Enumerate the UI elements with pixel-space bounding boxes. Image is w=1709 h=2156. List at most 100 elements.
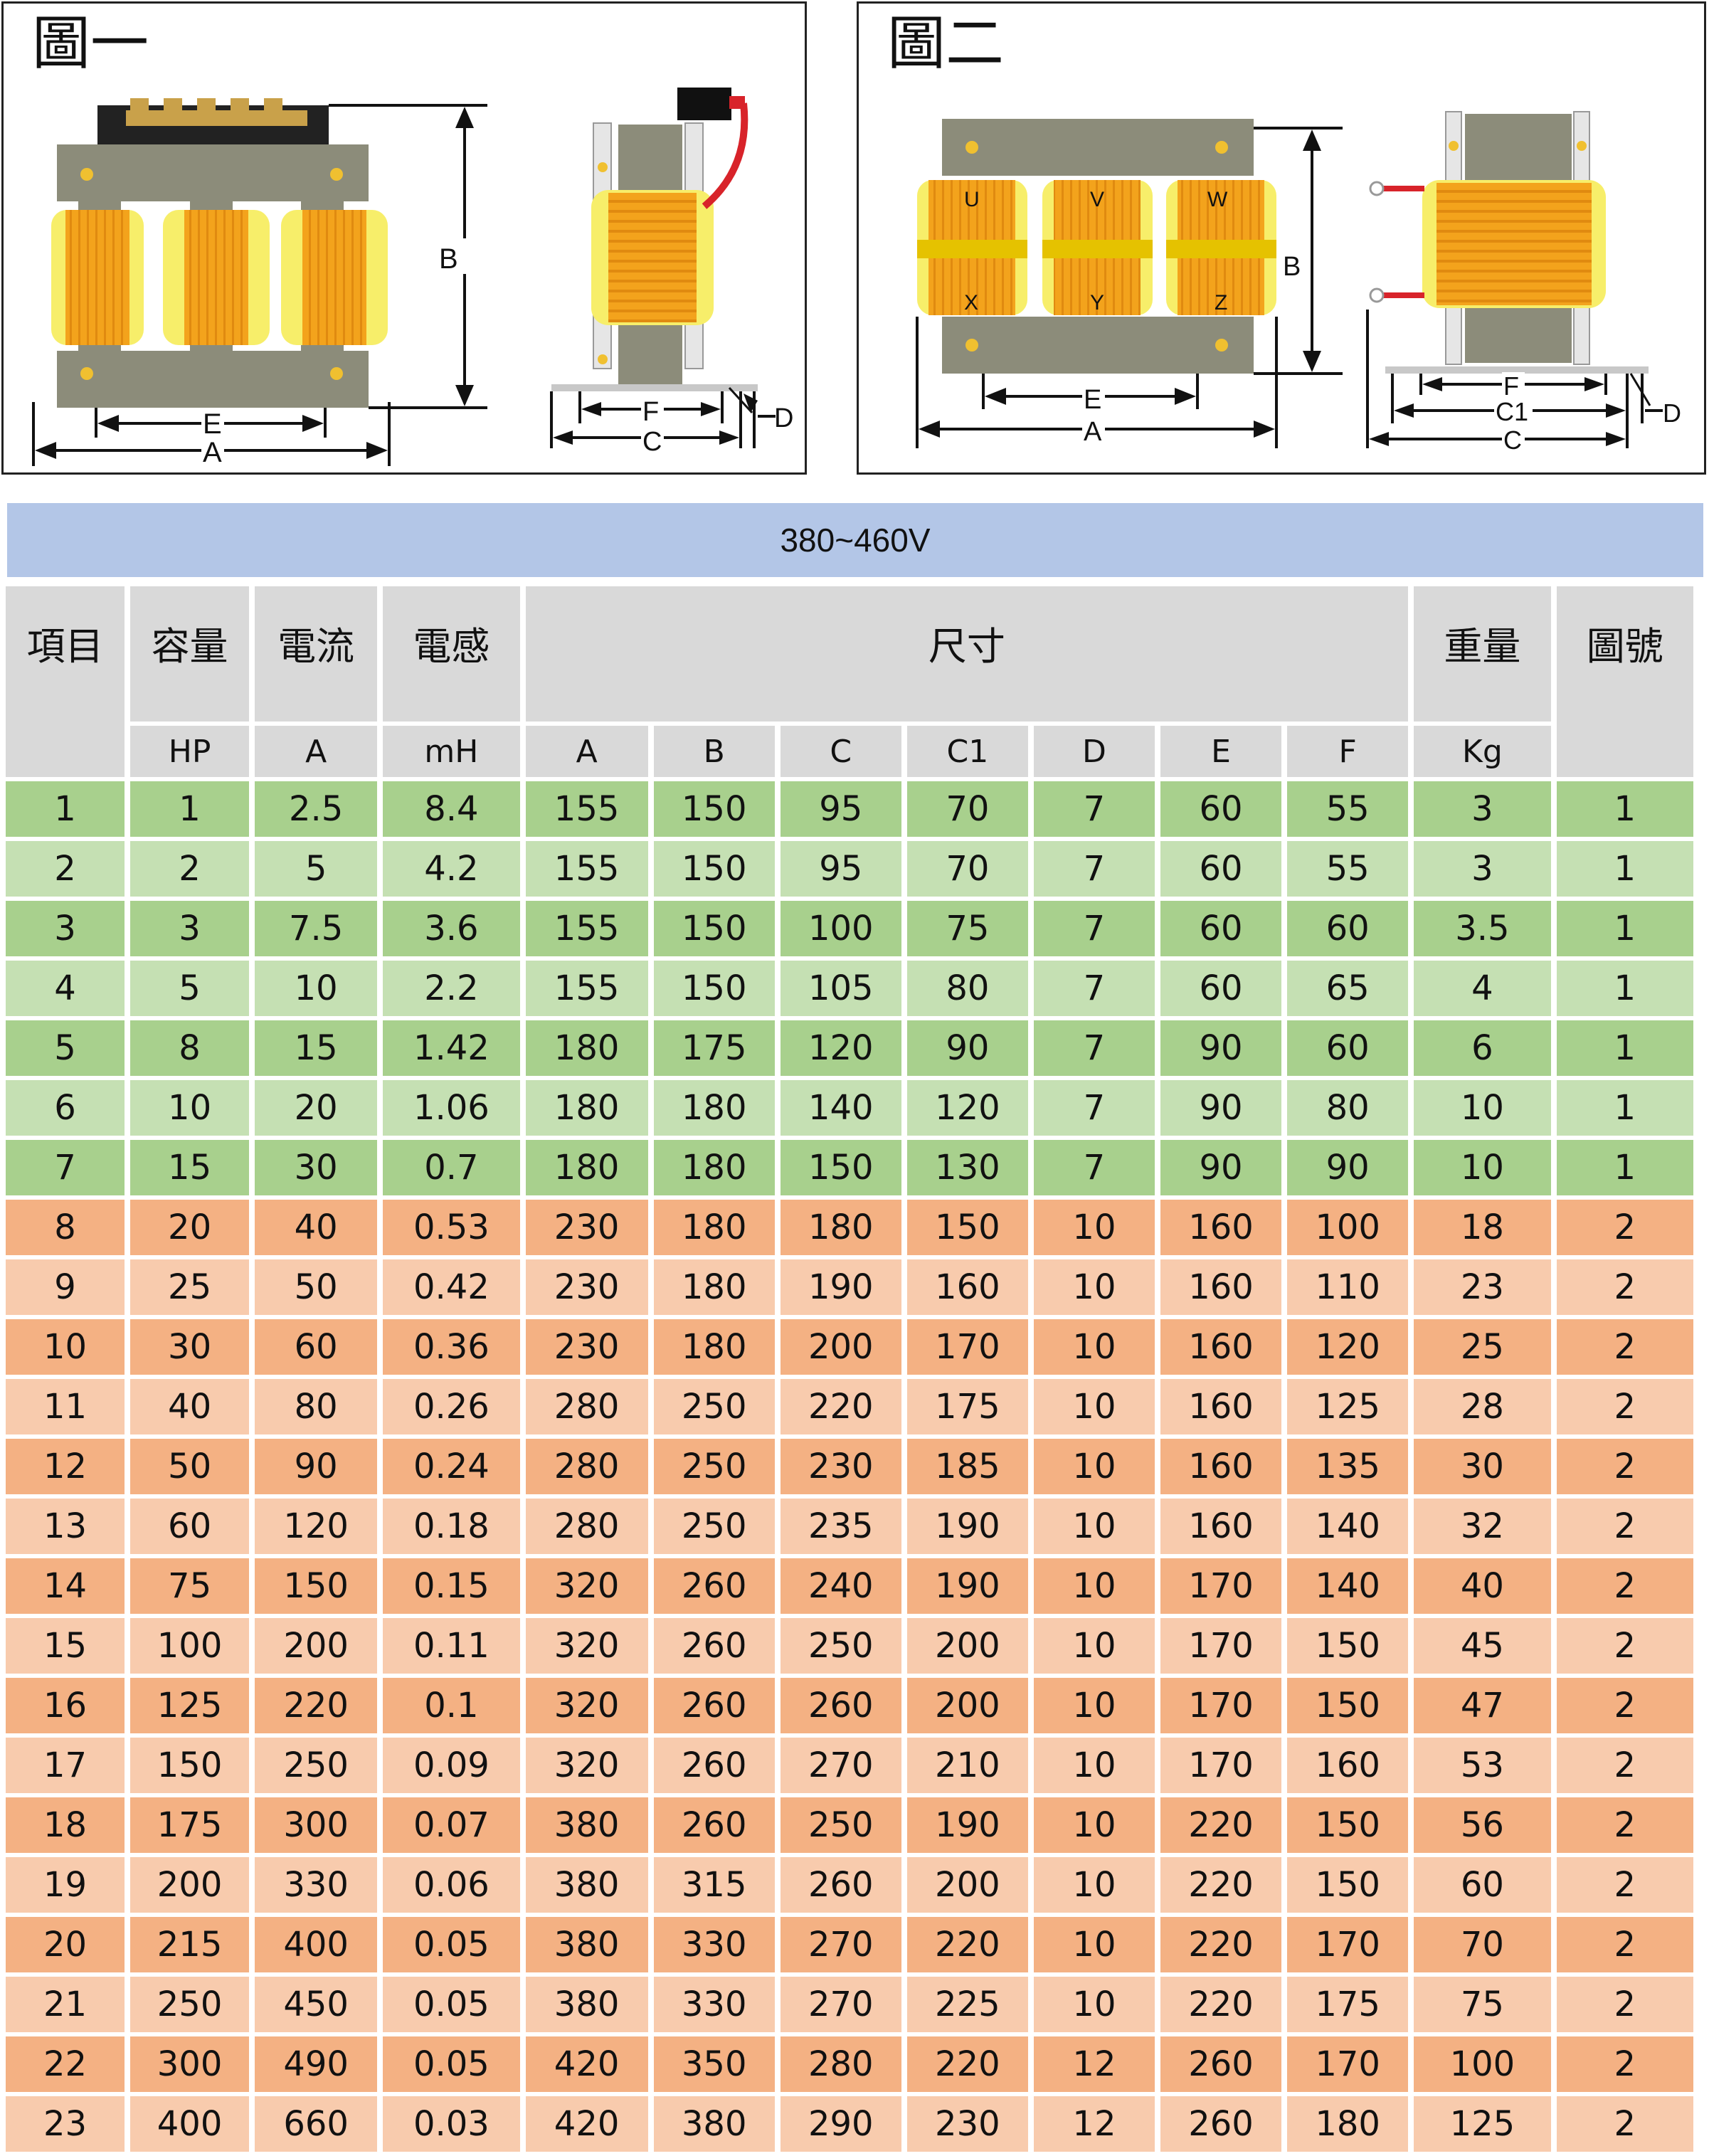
table-cell: 2 (1556, 1319, 1693, 1375)
table-cell: 105 (780, 961, 901, 1016)
table-cell: 170 (1287, 2036, 1409, 2092)
table-cell: 230 (780, 1439, 901, 1494)
table-cell: 320 (525, 1678, 648, 1733)
table-cell: 290 (780, 2096, 901, 2152)
table-cell: 280 (525, 1499, 648, 1554)
coil-label-y: Y (1090, 291, 1104, 315)
table-cell: 7 (6, 1140, 125, 1195)
table-cell: 10 (1033, 1917, 1155, 1972)
table-cell: 420 (525, 2036, 648, 2092)
table-cell: 0.1 (383, 1678, 520, 1733)
table-cell: 220 (1160, 1917, 1282, 1972)
table-cell: 150 (906, 1200, 1028, 1255)
table-cell: 180 (1287, 2096, 1409, 2152)
table-cell: 11 (6, 1379, 125, 1434)
table-cell: 7 (1033, 961, 1155, 1016)
table-cell: 3 (6, 901, 125, 956)
table-cell: 8.4 (383, 781, 520, 837)
table-cell: 10 (1033, 1439, 1155, 1494)
table-cell: 70 (906, 781, 1028, 837)
table-cell: 7 (1033, 1020, 1155, 1076)
table-row: 3 3 7.5 3.6 155 150 100 75 7 60 60 3.5 1 (6, 901, 1693, 956)
table-cell: 250 (255, 1738, 378, 1793)
table-cell: 1 (1556, 901, 1693, 956)
header-unit-a: A (255, 726, 378, 777)
table-cell: 220 (1160, 1797, 1282, 1853)
table-cell: 170 (1160, 1738, 1282, 1793)
table-cell: 80 (906, 961, 1028, 1016)
table-cell: 4 (6, 961, 125, 1016)
table-cell: 300 (130, 2036, 250, 2092)
figure-1-drawing: B E A (32, 88, 793, 468)
table-cell: 150 (780, 1140, 901, 1195)
table-cell: 1 (1556, 1140, 1693, 1195)
table-cell: 7 (1033, 1140, 1155, 1195)
table-cell: 300 (255, 1797, 378, 1853)
header-dim-c1: C1 (906, 726, 1028, 777)
table-row: 6 10 20 1.06 180 180 140 120 7 90 80 10 1 (6, 1080, 1693, 1136)
table-row: 16 125 220 0.1 320 260 260 200 10 170 150 47 2 (6, 1678, 1693, 1733)
table-cell: 270 (780, 1738, 901, 1793)
table-cell: 10 (1033, 1319, 1155, 1375)
table-cell: 13 (6, 1499, 125, 1554)
table-cell: 10 (1033, 1558, 1155, 1614)
table-cell: 7.5 (255, 901, 378, 956)
table-cell: 1 (1556, 1080, 1693, 1136)
table-cell: 55 (1287, 841, 1409, 897)
header-unit-kg: Kg (1414, 726, 1551, 777)
table-cell: 10 (1033, 1200, 1155, 1255)
table-cell: 100 (1414, 2036, 1551, 2092)
table-cell: 160 (1160, 1319, 1282, 1375)
header-dim-a: A (525, 726, 648, 777)
table-cell: 2 (1556, 1917, 1693, 1972)
terminal-block (97, 98, 329, 144)
table-cell: 5 (6, 1020, 125, 1076)
table-cell: 0.36 (383, 1319, 520, 1375)
table-cell: 5 (130, 961, 250, 1016)
table-row: 15 100 200 0.11 320 260 250 200 10 170 150 45 2 (6, 1618, 1693, 1674)
table-cell: 140 (1287, 1558, 1409, 1614)
table-cell: 260 (653, 1618, 775, 1674)
table-row: 2 2 5 4.2 155 150 95 70 7 60 55 3 1 (6, 841, 1693, 897)
table-cell: 50 (130, 1439, 250, 1494)
table-cell: 90 (1160, 1140, 1282, 1195)
table-cell: 190 (906, 1499, 1028, 1554)
table-cell: 1 (1556, 781, 1693, 837)
header-dim-e: E (1160, 726, 1282, 777)
table-cell: 32 (1414, 1499, 1551, 1554)
table-cell: 65 (1287, 961, 1409, 1016)
table-cell: 75 (130, 1558, 250, 1614)
fig2-dim-label-c1: C1 (1496, 397, 1528, 426)
table-row: 4 5 10 2.2 155 150 105 80 7 60 65 4 1 (6, 961, 1693, 1016)
table-cell: 190 (906, 1558, 1028, 1614)
table-cell: 155 (525, 781, 648, 837)
table-cell: 2 (1556, 2096, 1693, 2152)
table-cell: 175 (906, 1379, 1028, 1434)
table-cell: 30 (130, 1319, 250, 1375)
coil-label-w: W (1207, 188, 1228, 211)
table-cell: 2 (1556, 2036, 1693, 2092)
table-row: 8 20 40 0.53 230 180 180 150 10 160 100 18 2 (6, 1200, 1693, 1255)
table-cell: 420 (525, 2096, 648, 2152)
table-cell: 380 (525, 1857, 648, 1913)
table-cell: 2 (1556, 1797, 1693, 1853)
table-cell: 30 (255, 1140, 378, 1195)
table-cell: 9 (6, 1259, 125, 1315)
table-cell: 10 (1033, 1678, 1155, 1733)
table-cell: 56 (1414, 1797, 1551, 1853)
table-cell: 100 (780, 901, 901, 956)
table-cell: 125 (130, 1678, 250, 1733)
table-row: 17 150 250 0.09 320 260 270 210 10 170 160 53 2 (6, 1738, 1693, 1793)
table-cell: 350 (653, 2036, 775, 2092)
table-cell: 12 (1033, 2036, 1155, 2092)
table-cell: 230 (525, 1200, 648, 1255)
table-cell: 28 (1414, 1379, 1551, 1434)
coil-label-z: Z (1215, 291, 1227, 315)
table-cell: 450 (255, 1977, 378, 2032)
table-cell: 170 (1160, 1618, 1282, 1674)
table-cell: 1 (1556, 1020, 1693, 1076)
table-cell: 2 (1556, 1558, 1693, 1614)
figure-2-title: 圖二 (887, 10, 1005, 78)
table-cell: 15 (130, 1140, 250, 1195)
